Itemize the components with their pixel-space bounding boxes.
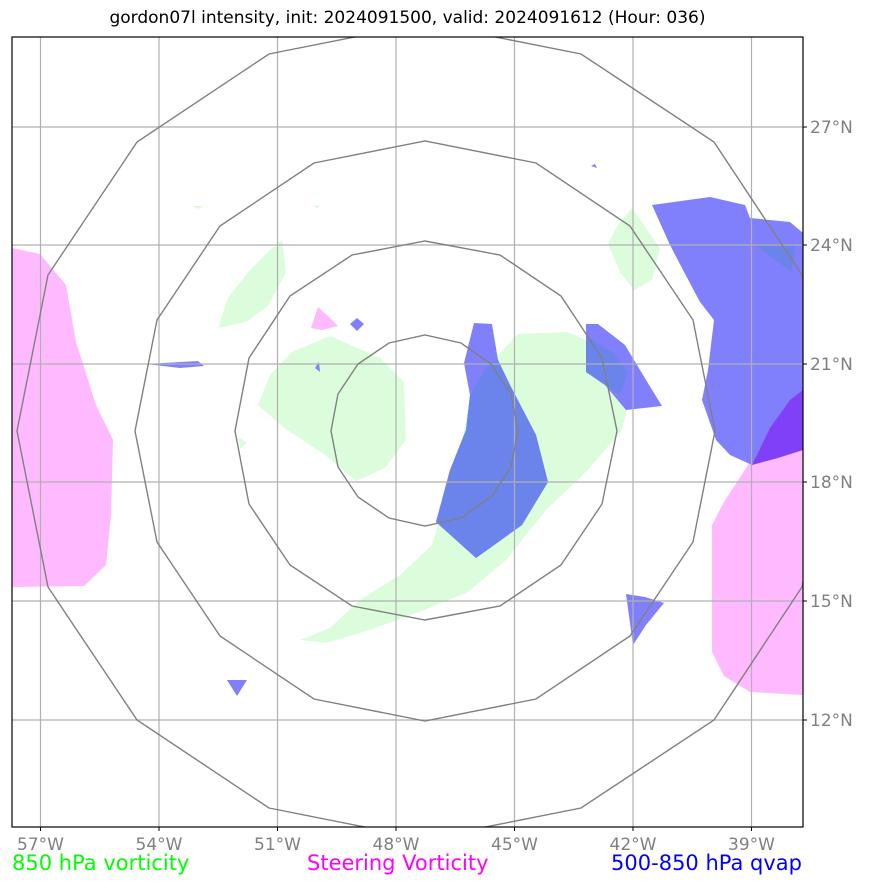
qvap-steering-overlap — [752, 390, 803, 465]
vorticity-850-region — [608, 208, 660, 290]
gridlines — [12, 37, 803, 827]
lat-label: 15°N — [810, 592, 853, 612]
legend-850-vorticity: 850 hPa vorticity — [12, 851, 190, 875]
qvap-vorticity-overlap — [755, 244, 795, 272]
lat-label: 18°N — [810, 473, 853, 493]
vorticity-850-region — [258, 336, 406, 481]
lon-label: 45°W — [491, 835, 538, 855]
range-rings — [16, 37, 803, 827]
lon-label: 57°W — [17, 835, 64, 855]
vorticity-850-region — [218, 240, 286, 328]
steering-vorticity-regions — [12, 248, 803, 695]
lon-label: 48°W — [373, 835, 420, 855]
lon-label: 51°W — [254, 835, 301, 855]
lon-label: 54°W — [136, 835, 183, 855]
overlap-regions — [436, 244, 803, 558]
legend-qvap: 500-850 hPa qvap — [611, 851, 802, 875]
range-ring — [16, 37, 803, 827]
lat-label: 24°N — [810, 236, 853, 256]
tick-marks — [40, 126, 807, 831]
qvap-region — [652, 197, 803, 465]
vorticity-850-regions — [192, 205, 660, 643]
map-title: gordon07l intensity, init: 2024091500, v… — [109, 8, 706, 28]
lat-label: 27°N — [810, 118, 853, 138]
qvap-region — [227, 680, 247, 696]
vorticity-850-region — [314, 205, 320, 209]
range-ring — [234, 240, 618, 621]
steering-vorticity-region — [311, 307, 338, 330]
latitude-labels: 27°N 24°N 21°N 18°N 15°N 12°N — [810, 118, 853, 731]
lat-label: 21°N — [810, 355, 853, 375]
legend-steering-vorticity: Steering Vorticity — [307, 851, 489, 875]
qvap-region — [591, 164, 597, 168]
qvap-region — [626, 594, 664, 645]
lat-label: 12°N — [810, 711, 853, 731]
vorticity-850-region — [238, 437, 247, 448]
lon-label: 42°W — [610, 835, 657, 855]
longitude-labels: 57°W 54°W 51°W 48°W 45°W 42°W 39°W — [17, 835, 775, 855]
lon-label: 39°W — [728, 835, 775, 855]
steering-vorticity-region — [12, 248, 113, 587]
qvap-vorticity-overlap — [436, 360, 548, 558]
vorticity-850-region — [192, 206, 204, 209]
range-ring — [134, 140, 716, 722]
qvap-region — [350, 318, 364, 331]
range-ring — [330, 334, 519, 527]
map-frame — [11, 36, 804, 828]
